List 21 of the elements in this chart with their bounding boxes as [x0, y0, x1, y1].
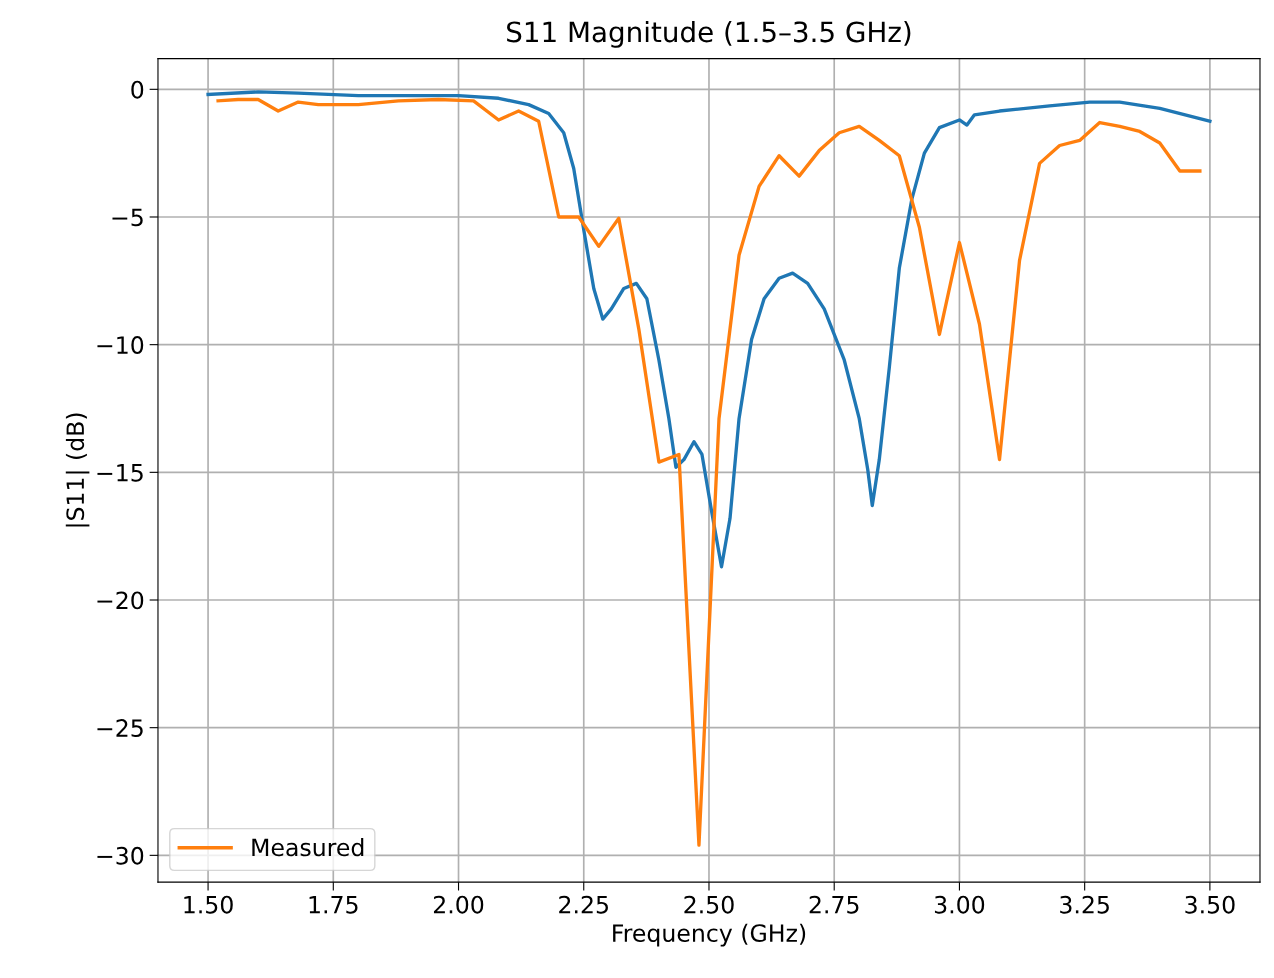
y-tick-label: −15	[97, 464, 143, 482]
y-tick-label: 0	[131, 80, 144, 99]
y-axis-title: |S11| (dB)	[65, 413, 90, 527]
x-axis-title: Frequency (GHz)	[613, 923, 806, 947]
chart-title: S11 Magnitude (1.5–3.5 GHz)	[507, 20, 911, 48]
y-tick-label: −10	[97, 336, 144, 354]
x-tick-label: 3.50	[1185, 895, 1235, 914]
y-tick-label: −30	[97, 846, 144, 865]
x-tick-label: 2.50	[684, 895, 734, 914]
y-tick-label: −20	[97, 591, 144, 610]
y-tick-label: −25	[97, 719, 143, 737]
x-tick-label: 1.50	[184, 895, 233, 914]
x-tick-label: 3.00	[934, 895, 985, 914]
legend-label: Measured	[252, 838, 364, 857]
x-tick-label: 1.75	[309, 896, 358, 914]
x-tick-label: 2.25	[559, 895, 608, 914]
y-tick-label: −5	[112, 208, 143, 227]
x-tick-label: 3.25	[1060, 895, 1109, 914]
x-tick-label: 2.75	[809, 895, 859, 914]
x-tick-label: 2.00	[433, 895, 484, 914]
line-series	[206, 90, 1212, 569]
